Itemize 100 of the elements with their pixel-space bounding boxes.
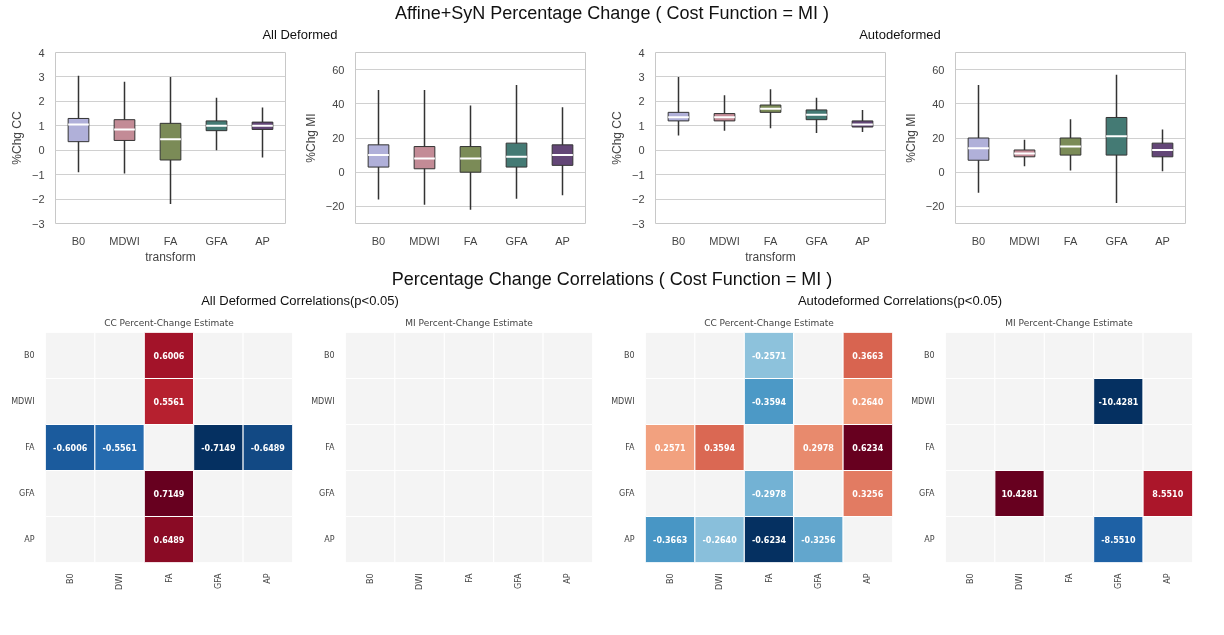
x-tick-label: FA [763, 234, 778, 247]
data-label: -0.2571 [751, 352, 787, 361]
y-tick-label: AP [324, 535, 335, 544]
y-tick-label: B0 [923, 351, 935, 360]
x-tick-label: AP [555, 234, 570, 247]
x-axis-title: transform [145, 249, 196, 264]
y-tick-label: 2 [38, 95, 45, 108]
y-tick-label: AP [924, 535, 935, 544]
x-tick-label: B0 [971, 234, 986, 247]
x-tick-label: AP [863, 573, 873, 584]
y-tick-label: −20 [325, 200, 345, 213]
x-tick-label: DWI [1015, 573, 1025, 590]
x-tick-label: DWI [715, 573, 725, 590]
y-tick-label: 0 [638, 144, 645, 157]
x-tick-label: GFA [513, 572, 523, 590]
x-tick-label: MDWI [109, 234, 140, 247]
y-tick-label: FA [925, 443, 936, 452]
data-label: -0.6234 [751, 536, 787, 545]
data-label: 0.7149 [153, 490, 185, 499]
x-tick-label: MDWI [709, 234, 740, 247]
y-tick-label: GFA [918, 489, 936, 498]
y-tick-label: −2 [31, 193, 45, 206]
x-tick-label: B0 [671, 234, 686, 247]
y-tick-label: 60 [332, 63, 345, 76]
y-tick-label: 3 [38, 70, 45, 83]
data-label: -10.4281 [1098, 398, 1139, 407]
data-label: 0.5561 [153, 398, 185, 407]
x-tick-label: FA [464, 572, 474, 583]
x-tick-label: AP [263, 573, 273, 584]
y-tick-label: −1 [31, 168, 45, 181]
y-tick-label: MDWI [911, 397, 935, 406]
y-axis-title: %Chg MI [903, 113, 918, 163]
y-axis-title: %Chg MI [303, 113, 318, 163]
y-tick-label: B0 [623, 351, 635, 360]
data-label: 0.3663 [852, 352, 884, 361]
y-tick-label: GFA [18, 489, 36, 498]
y-tick-label: 4 [638, 46, 645, 59]
chart-subtitle: Autodeformed Correlations(p<0.05) [797, 292, 1003, 310]
chart-title: MI Percent-Change Estimate [405, 317, 534, 328]
y-tick-label: B0 [323, 351, 335, 360]
y-tick-label: FA [25, 443, 36, 452]
y-tick-label: 40 [932, 97, 945, 110]
x-tick-label: FA [463, 234, 478, 247]
y-tick-label: −1 [631, 168, 645, 181]
data-label: 0.6006 [153, 352, 185, 361]
y-tick-label: 1 [38, 119, 45, 132]
y-tick-label: GFA [318, 489, 336, 498]
y-tick-label: 1 [638, 119, 645, 132]
data-label: 0.6234 [852, 444, 884, 453]
chart-title: CC Percent-Change Estimate [704, 317, 835, 328]
data-label: -0.3594 [751, 398, 787, 407]
y-tick-label: 3 [638, 70, 645, 83]
data-label: 0.6489 [153, 536, 185, 545]
x-tick-label: GFA [1113, 572, 1123, 590]
y-axis-title: %Chg CC [9, 110, 24, 165]
x-tick-label: GFA [805, 234, 829, 247]
data-label: 0.2571 [654, 444, 687, 453]
y-tick-label: AP [24, 535, 35, 544]
x-tick-label: FA [1064, 572, 1074, 583]
x-tick-label: FA [164, 572, 174, 583]
y-tick-label: 60 [932, 63, 945, 76]
x-tick-label: GFA [213, 572, 223, 590]
y-tick-label: GFA [618, 489, 636, 498]
x-tick-label: FA [764, 572, 774, 583]
x-tick-label: AP [1155, 234, 1170, 247]
y-tick-label: −3 [31, 217, 45, 230]
data-label: -0.6006 [53, 444, 88, 453]
y-tick-label: 20 [932, 132, 945, 144]
chart-subtitle: All Deformed [262, 26, 338, 44]
data-label: -0.5561 [102, 444, 138, 453]
y-tick-label: FA [325, 443, 336, 452]
x-tick-label: B0 [365, 573, 375, 585]
y-tick-label: 20 [332, 132, 345, 144]
x-tick-label: AP [855, 234, 870, 247]
y-tick-label: 0 [938, 166, 945, 179]
x-tick-label: FA [1063, 234, 1078, 247]
data-label: 0.2640 [852, 398, 884, 407]
y-axis-title: %Chg CC [609, 110, 624, 165]
y-tick-label: MDWI [611, 397, 635, 406]
chart-subtitle: Autodeformed [859, 26, 941, 44]
x-tick-label: DWI [415, 573, 425, 590]
x-tick-label: AP [1163, 573, 1173, 584]
x-axis-title: transform [745, 249, 796, 264]
y-tick-label: 2 [638, 95, 645, 108]
chart-title: MI Percent-Change Estimate [1005, 317, 1134, 328]
x-tick-label: GFA [1105, 234, 1129, 247]
data-label: -0.3663 [653, 536, 688, 545]
y-tick-label: 0 [38, 144, 45, 157]
data-label: 8.5510 [1152, 490, 1184, 499]
data-label: -8.5510 [1101, 536, 1136, 545]
x-tick-label: B0 [965, 573, 975, 585]
text: Affine+SyN Percentage Change ( Cost Function = MI ) [395, 2, 829, 25]
data-label: 0.3594 [704, 444, 736, 453]
data-label: 0.3256 [852, 490, 884, 499]
x-tick-label: MDWI [1009, 234, 1040, 247]
x-tick-label: B0 [65, 573, 75, 585]
data-label: -0.3256 [801, 536, 836, 545]
y-tick-label: B0 [23, 351, 35, 360]
y-tick-label: MDWI [11, 397, 35, 406]
chart-subtitle: All Deformed Correlations(p<0.05) [201, 292, 399, 310]
